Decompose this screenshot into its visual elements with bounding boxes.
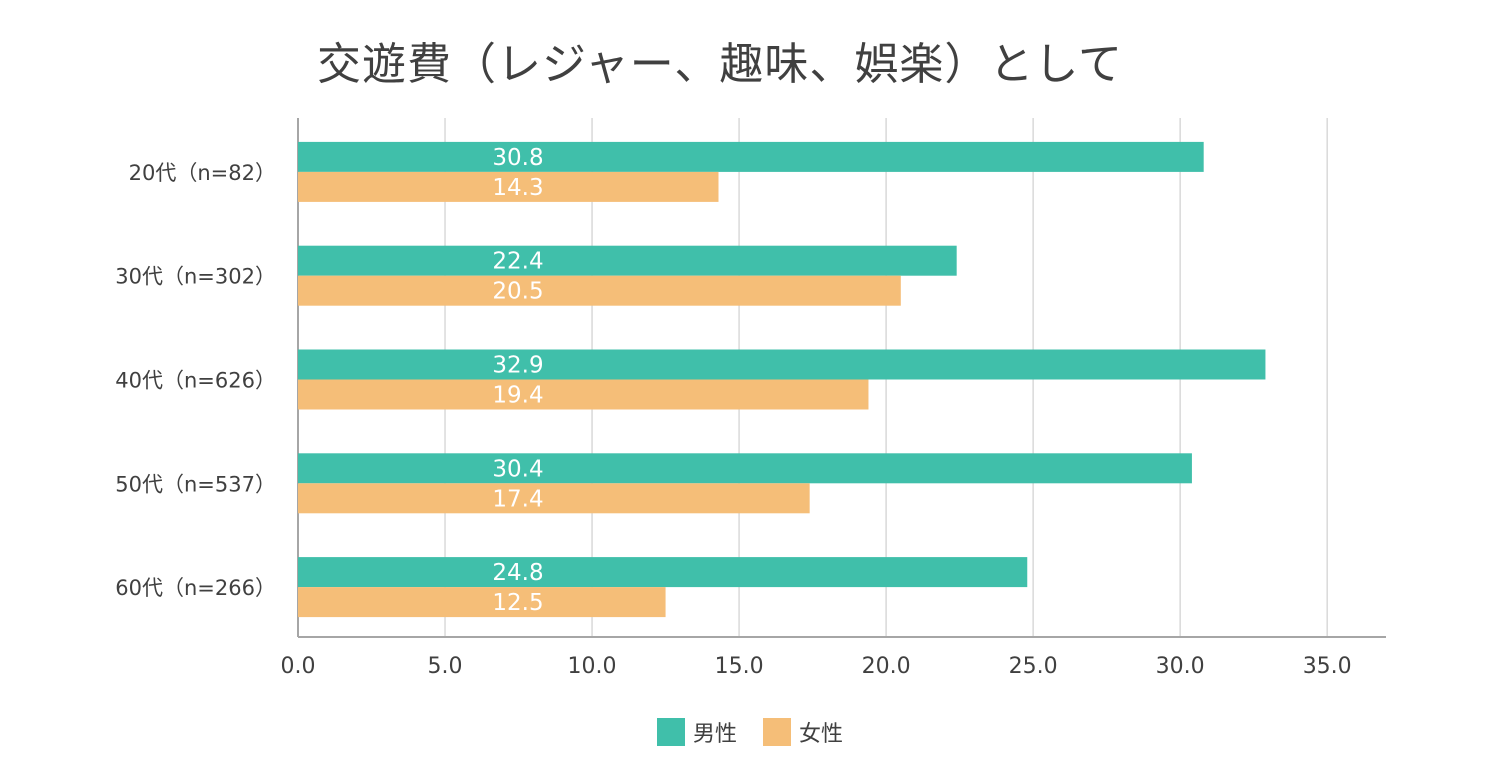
bar-male [298, 557, 1028, 588]
data-label: 20.5 [492, 279, 543, 305]
data-label: 24.8 [492, 560, 543, 586]
legend-item-male[interactable]: 男性 [656, 716, 737, 748]
data-label: 30.4 [492, 456, 543, 482]
legend-label-male: 男性 [692, 722, 737, 747]
x-tick-label: 0.0 [281, 654, 316, 679]
legend-label-female: 女性 [799, 722, 844, 747]
bar-female [298, 275, 901, 306]
bar-male [298, 453, 1192, 484]
bar-female [298, 171, 719, 202]
bar-female [298, 587, 666, 618]
legend-item-female[interactable]: 女性 [763, 716, 843, 748]
data-label: 17.4 [492, 486, 543, 512]
data-label: 14.3 [492, 175, 543, 201]
legend-swatch-female [763, 718, 791, 746]
bar-chart: 0.0 5.0 10.0 15.0 20.0 25.0 30.0 35.0 20代（n=82） 3… [115, 118, 1386, 679]
bar-male [298, 141, 1204, 172]
bar-male [298, 349, 1266, 380]
x-tick-label: 10.0 [568, 654, 617, 679]
data-label: 32.9 [492, 353, 543, 379]
x-tick-label: 20.0 [862, 654, 911, 679]
data-label: 22.4 [492, 249, 543, 275]
x-tick-label: 35.0 [1303, 654, 1352, 679]
data-label: 30.8 [492, 145, 543, 171]
bar-female [298, 483, 810, 514]
data-label: 12.5 [492, 590, 543, 616]
x-tick-label: 15.0 [715, 654, 764, 679]
data-label: 19.4 [492, 383, 543, 409]
category-label: 60代（n=266） [115, 576, 276, 600]
x-tick-label: 25.0 [1009, 654, 1058, 679]
legend: 男性 女性 [0, 716, 1500, 748]
category-label: 20代（n=82） [129, 161, 276, 185]
category-label: 50代（n=537） [115, 472, 276, 496]
legend-swatch-male [656, 718, 685, 746]
category-label: 30代（n=302） [115, 265, 276, 289]
bar-male [298, 245, 957, 276]
category-label: 40代（n=626） [115, 369, 276, 393]
chart-title: 交遊費（レジャー、趣味、娯楽）として [316, 39, 1124, 90]
bar-female [298, 379, 869, 410]
x-tick-label: 5.0 [428, 654, 463, 679]
x-tick-label: 30.0 [1156, 654, 1205, 679]
